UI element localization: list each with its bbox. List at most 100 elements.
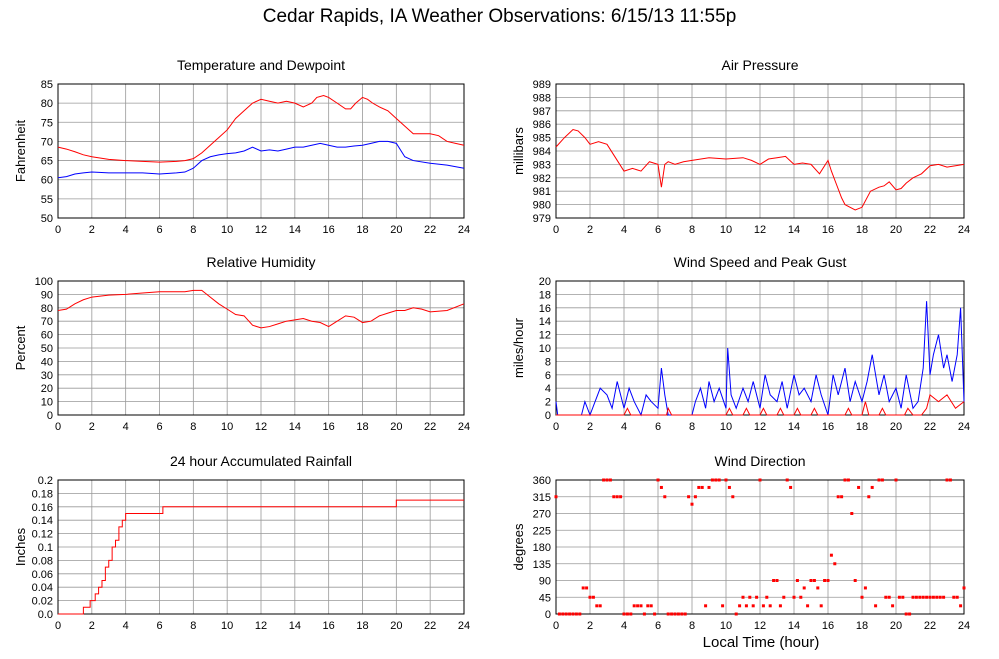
y-tick-label: 225 bbox=[533, 525, 551, 537]
data-point bbox=[755, 595, 759, 599]
plot-frame bbox=[57, 280, 465, 416]
data-point bbox=[782, 595, 786, 599]
data-point bbox=[697, 485, 701, 489]
x-tick-label: 6 bbox=[655, 421, 661, 433]
y-tick-label: 0.0 bbox=[38, 609, 53, 621]
data-point bbox=[765, 595, 769, 599]
x-tick-label: 16 bbox=[323, 421, 335, 433]
y-tick-label: 135 bbox=[533, 559, 551, 571]
data-point bbox=[931, 595, 935, 599]
data-point bbox=[561, 612, 565, 616]
data-point bbox=[850, 512, 854, 515]
panel-title: Air Pressure bbox=[721, 57, 798, 73]
x-tick-label: 0 bbox=[55, 421, 61, 433]
data-point bbox=[833, 562, 837, 566]
data-point bbox=[748, 595, 752, 599]
plot-frame bbox=[57, 83, 465, 219]
y-tick-label: 270 bbox=[533, 509, 551, 521]
y-tick-label: 60 bbox=[41, 330, 53, 342]
data-point bbox=[952, 595, 956, 599]
x-tick-label: 2 bbox=[587, 421, 593, 433]
y-tick-label: 0.2 bbox=[38, 475, 53, 487]
data-point bbox=[884, 595, 888, 599]
data-point bbox=[768, 604, 772, 608]
x-tick-label: 6 bbox=[156, 224, 162, 236]
x-tick-label: 2 bbox=[587, 620, 593, 632]
panel-title: Wind Speed and Peak Gust bbox=[674, 254, 847, 270]
data-point bbox=[894, 478, 898, 482]
data-point bbox=[877, 478, 881, 482]
data-point bbox=[819, 604, 823, 608]
x-tick-label: 4 bbox=[123, 421, 129, 433]
x-tick-label: 0 bbox=[55, 620, 61, 632]
data-point bbox=[741, 595, 745, 599]
data-point bbox=[948, 478, 952, 482]
x-tick-label: 4 bbox=[621, 620, 627, 632]
y-axis-label: degrees bbox=[511, 523, 526, 570]
data-point bbox=[761, 604, 765, 608]
y-tick-label: 979 bbox=[533, 213, 551, 225]
x-tick-label: 14 bbox=[289, 620, 301, 632]
y-tick-label: 18 bbox=[539, 289, 551, 301]
x-tick-label: 10 bbox=[221, 620, 233, 632]
x-tick-label: 12 bbox=[255, 421, 267, 433]
data-point bbox=[625, 612, 629, 616]
x-tick-label: 10 bbox=[720, 421, 732, 433]
data-point bbox=[863, 586, 867, 590]
y-tick-label: 40 bbox=[41, 356, 53, 368]
data-point bbox=[853, 579, 857, 582]
data-point bbox=[666, 612, 670, 616]
data-point bbox=[649, 604, 653, 608]
x-tick-label: 24 bbox=[458, 421, 470, 433]
panel-title: Relative Humidity bbox=[207, 254, 316, 270]
data-point bbox=[928, 595, 932, 599]
data-point bbox=[687, 495, 691, 499]
data-point bbox=[629, 612, 633, 616]
x-tick-label: 12 bbox=[754, 421, 766, 433]
y-tick-label: 90 bbox=[539, 576, 551, 588]
x-tick-label: 12 bbox=[255, 620, 267, 632]
y-tick-label: 70 bbox=[41, 136, 53, 148]
x-tick-label: 14 bbox=[788, 421, 800, 433]
data-point bbox=[673, 612, 677, 616]
y-tick-label: 989 bbox=[533, 79, 551, 91]
data-point bbox=[816, 586, 820, 590]
data-point bbox=[680, 612, 684, 616]
data-point bbox=[690, 502, 694, 506]
data-point bbox=[639, 604, 643, 608]
series-line-2 bbox=[556, 394, 965, 416]
x-tick-label: 6 bbox=[156, 421, 162, 433]
x-tick-label: 12 bbox=[255, 224, 267, 236]
y-axis-label: millibars bbox=[511, 127, 526, 175]
data-point bbox=[911, 595, 915, 599]
x-tick-label: 22 bbox=[424, 421, 436, 433]
y-tick-label: 20 bbox=[41, 383, 53, 395]
y-tick-label: 360 bbox=[533, 475, 551, 487]
data-point bbox=[846, 478, 850, 482]
y-axis-label: miles/hour bbox=[511, 317, 526, 378]
data-point bbox=[585, 586, 589, 590]
data-point bbox=[840, 495, 844, 499]
y-tick-label: 315 bbox=[533, 492, 551, 504]
data-point bbox=[598, 604, 602, 608]
x-tick-label: 0 bbox=[553, 224, 559, 236]
data-point bbox=[676, 612, 680, 616]
x-tick-label: 18 bbox=[856, 421, 868, 433]
data-point bbox=[785, 478, 789, 482]
data-point bbox=[707, 485, 711, 489]
data-point bbox=[826, 579, 830, 582]
x-tick-label: 14 bbox=[788, 620, 800, 632]
x-tick-label: 18 bbox=[856, 620, 868, 632]
x-tick-label: 6 bbox=[655, 620, 661, 632]
data-point bbox=[908, 612, 912, 616]
data-point bbox=[591, 595, 595, 599]
data-point bbox=[731, 495, 735, 499]
y-tick-label: 0.14 bbox=[32, 515, 53, 527]
y-axis-label: Percent bbox=[13, 325, 28, 370]
y-tick-label: 55 bbox=[41, 194, 53, 206]
series-line-1 bbox=[58, 499, 464, 615]
data-point bbox=[727, 485, 731, 489]
